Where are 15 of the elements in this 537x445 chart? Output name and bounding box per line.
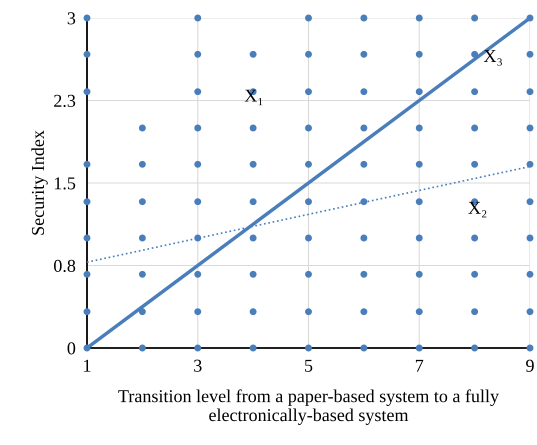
x-tick-label: 7 — [416, 360, 424, 372]
y-tick-label: 2.3 — [54, 94, 76, 108]
x-axis-title: Transition level from a paper-based system to a fully electronically-based system — [118, 389, 499, 425]
y-tick-label: 1.5 — [54, 177, 76, 190]
annotation: X₁ — [244, 90, 262, 106]
x-tick-label: 5 — [305, 360, 312, 372]
x-tick-label: 3 — [194, 360, 202, 372]
y-tick-label: 0.8 — [54, 260, 76, 272]
x-tick-label: 9 — [526, 360, 534, 372]
annotation: X₃ — [484, 50, 502, 66]
y-tick-label: 0 — [68, 342, 76, 354]
annotation: X₂ — [468, 202, 486, 218]
y-tick-label: 3 — [68, 12, 76, 24]
y-axis-title: Security Index — [31, 130, 48, 235]
x-tick-label: 1 — [84, 360, 90, 372]
